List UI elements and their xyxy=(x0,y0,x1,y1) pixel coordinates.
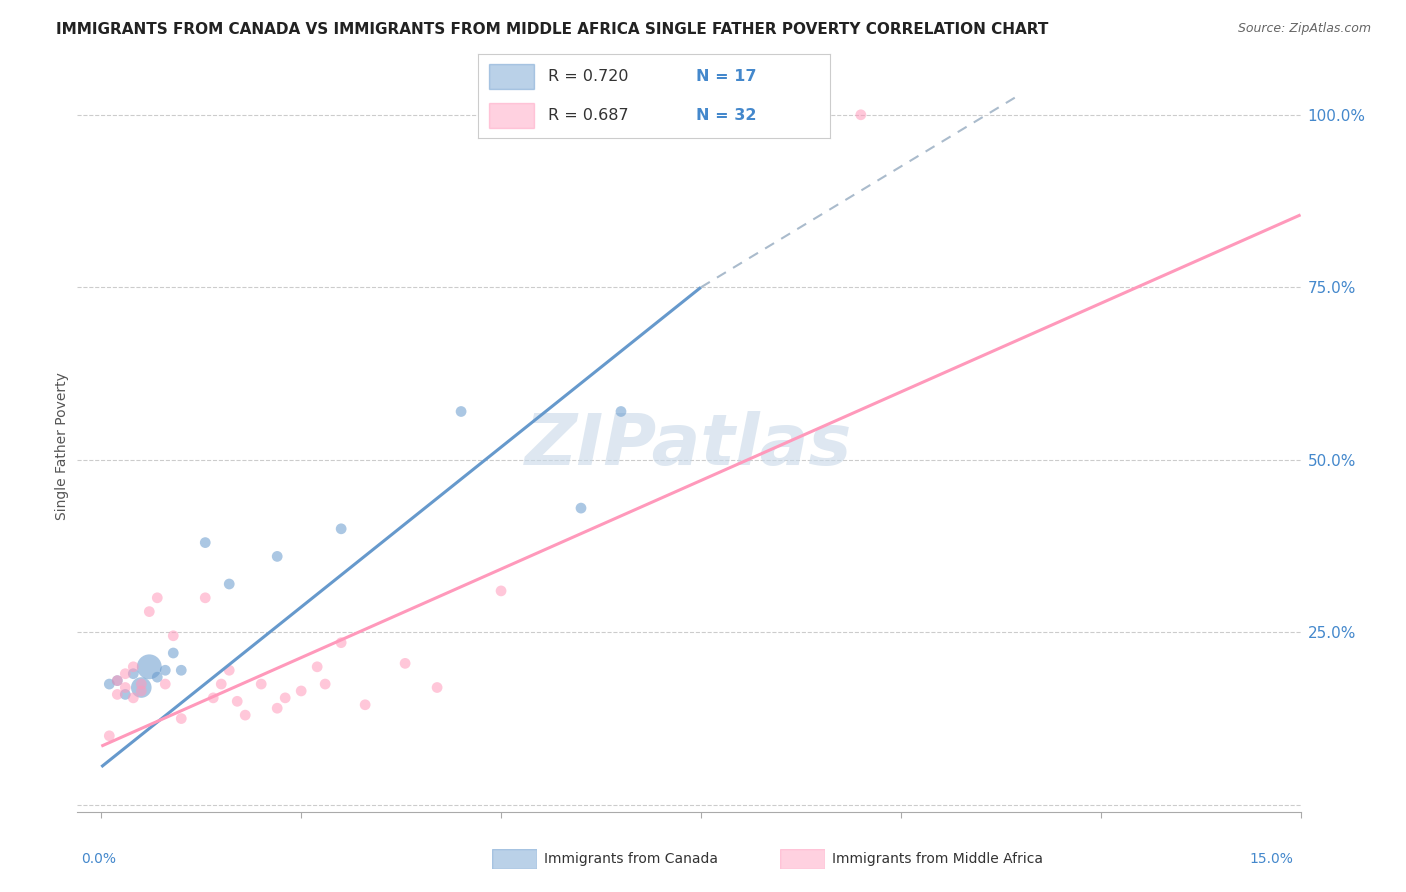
Text: R = 0.720: R = 0.720 xyxy=(548,69,628,84)
Point xyxy=(146,591,169,605)
Text: Source: ZipAtlas.com: Source: ZipAtlas.com xyxy=(1237,22,1371,36)
Point xyxy=(122,660,145,674)
Point xyxy=(105,687,128,701)
Point xyxy=(569,501,592,516)
Point xyxy=(218,663,240,677)
Point xyxy=(330,635,353,649)
Y-axis label: Single Father Poverty: Single Father Poverty xyxy=(55,372,69,520)
Point xyxy=(290,684,312,698)
Point xyxy=(114,666,136,681)
Point xyxy=(330,522,353,536)
Point xyxy=(146,670,169,684)
Text: Immigrants from Middle Africa: Immigrants from Middle Africa xyxy=(832,852,1043,866)
Point xyxy=(194,591,217,605)
Point xyxy=(194,535,217,549)
Point xyxy=(307,660,329,674)
Point xyxy=(138,605,160,619)
Point xyxy=(122,666,145,681)
Text: 0.0%: 0.0% xyxy=(82,852,117,866)
Point xyxy=(162,646,184,660)
Point xyxy=(105,673,128,688)
Point xyxy=(849,108,872,122)
Point xyxy=(314,677,336,691)
Point xyxy=(170,712,193,726)
Point xyxy=(394,657,416,671)
FancyBboxPatch shape xyxy=(489,103,534,128)
Text: 15.0%: 15.0% xyxy=(1250,852,1294,866)
Text: ZIPatlas: ZIPatlas xyxy=(526,411,852,481)
Point xyxy=(155,677,177,691)
Point xyxy=(105,673,128,688)
Point xyxy=(354,698,377,712)
Point xyxy=(450,404,472,418)
FancyBboxPatch shape xyxy=(780,849,825,869)
Point xyxy=(226,694,249,708)
Point xyxy=(218,577,240,591)
Point xyxy=(122,690,145,705)
Text: IMMIGRANTS FROM CANADA VS IMMIGRANTS FROM MIDDLE AFRICA SINGLE FATHER POVERTY CO: IMMIGRANTS FROM CANADA VS IMMIGRANTS FRO… xyxy=(56,22,1049,37)
Text: N = 32: N = 32 xyxy=(696,108,756,123)
Point xyxy=(155,663,177,677)
Point xyxy=(266,701,288,715)
Point xyxy=(426,681,449,695)
Point xyxy=(266,549,288,564)
FancyBboxPatch shape xyxy=(492,849,537,869)
Point xyxy=(129,677,152,691)
Text: Immigrants from Canada: Immigrants from Canada xyxy=(544,852,718,866)
FancyBboxPatch shape xyxy=(489,63,534,89)
Point xyxy=(233,708,256,723)
Point xyxy=(114,687,136,701)
Point xyxy=(250,677,273,691)
Point xyxy=(610,404,633,418)
Point xyxy=(98,677,121,691)
Point xyxy=(98,729,121,743)
Point xyxy=(489,583,512,598)
Point xyxy=(129,684,152,698)
Point xyxy=(114,681,136,695)
Point xyxy=(129,681,152,695)
Point xyxy=(202,690,225,705)
Point xyxy=(138,660,160,674)
Text: N = 17: N = 17 xyxy=(696,69,756,84)
Point xyxy=(170,663,193,677)
Text: R = 0.687: R = 0.687 xyxy=(548,108,628,123)
Point xyxy=(209,677,232,691)
Point xyxy=(162,629,184,643)
Point xyxy=(274,690,297,705)
